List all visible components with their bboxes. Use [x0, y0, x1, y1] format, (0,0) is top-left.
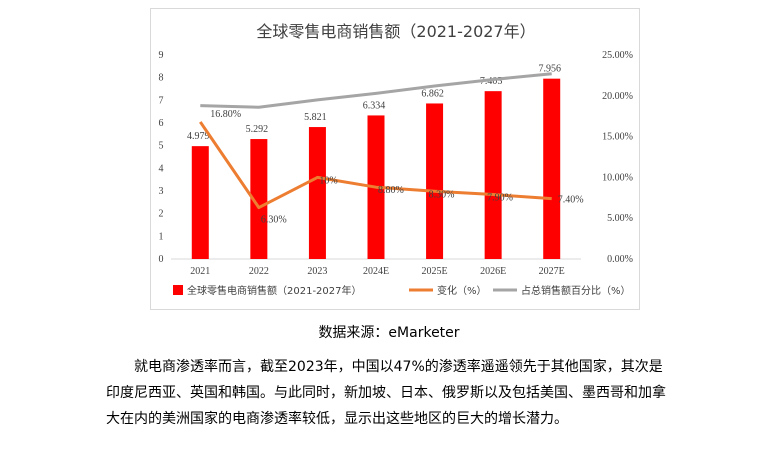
left-axis-tick-label: 9: [159, 50, 164, 61]
legend-bar-swatch: [173, 285, 183, 295]
right-axis-tick-label: 15.00%: [602, 132, 633, 143]
bar-2027E: [543, 78, 561, 259]
category-label: 2025E: [422, 266, 448, 277]
bar-2026E: [484, 91, 502, 259]
left-axis-tick-label: 7: [159, 95, 164, 106]
bar-2023: [308, 127, 326, 259]
source-caption: 数据来源：eMarketer: [318, 325, 460, 341]
legend-bar-label: 全球零售电商销售额（2021-2027年）: [187, 284, 362, 297]
combo-chart: 全球零售电商销售额（2021-2027年） 0 1 2 3 4 5 6 7 8 9 0.00% 5.00…: [159, 22, 634, 297]
left-axis-tick-label: 4: [159, 163, 164, 174]
left-axis-tick-label: 8: [159, 73, 164, 84]
left-axis-tick-label: 3: [159, 186, 164, 197]
bar-2025E: [426, 103, 444, 259]
category-label: 2021: [190, 266, 210, 277]
legend-change-label: 变化（%）: [437, 284, 487, 297]
left-axis-tick-label: 1: [159, 231, 164, 242]
change-value-label: 10%: [319, 175, 337, 186]
bar-2022: [250, 139, 268, 259]
right-axis-tick-label: 5.00%: [607, 213, 633, 224]
category-label: 2024E: [363, 266, 389, 277]
left-axis-tick-label: 5: [159, 141, 164, 152]
category-label: 2026E: [480, 266, 506, 277]
category-label: 2023: [307, 266, 327, 277]
right-axis-tick-label: 25.00%: [602, 50, 633, 61]
change-value-label: 8.80%: [378, 185, 404, 196]
bar-value-label: 6.862: [421, 88, 444, 99]
change-value-label: 8.30%: [429, 189, 455, 200]
left-axis-tick-label: 0: [159, 254, 164, 265]
change-value-label: 7.40%: [558, 195, 584, 206]
right-axis-tick-label: 0.00%: [607, 254, 633, 265]
change-line: [199, 121, 552, 210]
category-label: 2022: [249, 266, 269, 277]
bar-value-label: 7.405: [480, 76, 503, 87]
legend-share-label: 占总销售额百分比（%）: [521, 284, 631, 297]
bar-value-label: 5.821: [304, 112, 327, 123]
share-line: [200, 72, 552, 109]
bar-value-label: 7.956: [538, 64, 561, 75]
right-axis-tick-label: 20.00%: [602, 91, 633, 102]
bar-value-label: 5.292: [246, 124, 268, 135]
change-value-label: 7.90%: [487, 193, 513, 204]
left-axis-tick-label: 2: [159, 209, 164, 220]
right-axis-tick-label: 10.00%: [602, 172, 633, 183]
change-value-label: 6.30%: [261, 215, 287, 226]
bar-value-label: 4.979: [187, 131, 210, 142]
change-value-label: 16.80%: [210, 109, 241, 120]
category-label: 2027E: [539, 266, 565, 277]
body-paragraph: 就电商渗透率而言，截至2023年，中国以47%的渗透率遥遥领先于其他国家，其次是…: [106, 359, 666, 427]
bar-2021: [191, 146, 209, 259]
bar-value-label: 6.334: [363, 100, 386, 111]
chart-title: 全球零售电商销售额（2021-2027年）: [256, 22, 535, 41]
chart-figure: 全球零售电商销售额（2021-2027年） 0 1 2 3 4 5 6 7 8 9 0.00% 5.00…: [150, 8, 640, 310]
left-axis-tick-label: 6: [159, 118, 164, 129]
